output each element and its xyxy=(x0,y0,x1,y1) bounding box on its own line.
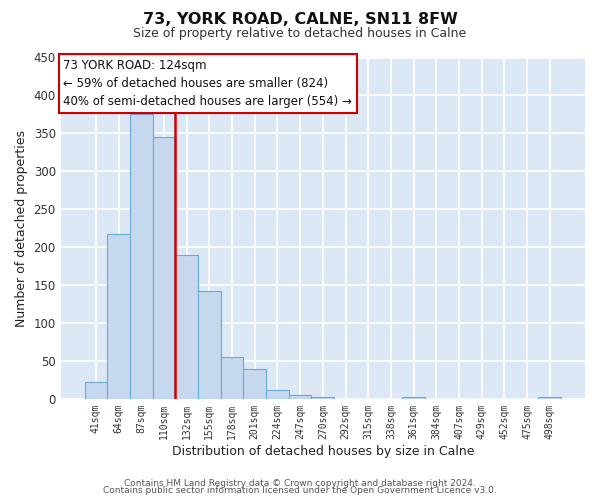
Bar xyxy=(244,370,266,399)
Bar xyxy=(221,357,244,399)
Bar xyxy=(311,396,334,399)
Text: Contains HM Land Registry data © Crown copyright and database right 2024.: Contains HM Land Registry data © Crown c… xyxy=(124,478,476,488)
Text: 73 YORK ROAD: 124sqm
← 59% of detached houses are smaller (824)
40% of semi-deta: 73 YORK ROAD: 124sqm ← 59% of detached h… xyxy=(63,59,352,108)
Bar xyxy=(402,396,425,399)
Bar xyxy=(175,254,198,399)
Bar xyxy=(107,234,130,399)
Bar xyxy=(198,291,221,399)
Bar xyxy=(85,382,107,399)
Bar xyxy=(152,137,175,399)
Bar xyxy=(266,390,289,399)
X-axis label: Distribution of detached houses by size in Calne: Distribution of detached houses by size … xyxy=(172,444,474,458)
Text: Contains public sector information licensed under the Open Government Licence v3: Contains public sector information licen… xyxy=(103,486,497,495)
Text: 73, YORK ROAD, CALNE, SN11 8FW: 73, YORK ROAD, CALNE, SN11 8FW xyxy=(143,12,457,28)
Y-axis label: Number of detached properties: Number of detached properties xyxy=(15,130,28,326)
Text: Size of property relative to detached houses in Calne: Size of property relative to detached ho… xyxy=(133,28,467,40)
Bar xyxy=(130,114,152,399)
Bar xyxy=(289,395,311,399)
Bar xyxy=(538,398,561,399)
